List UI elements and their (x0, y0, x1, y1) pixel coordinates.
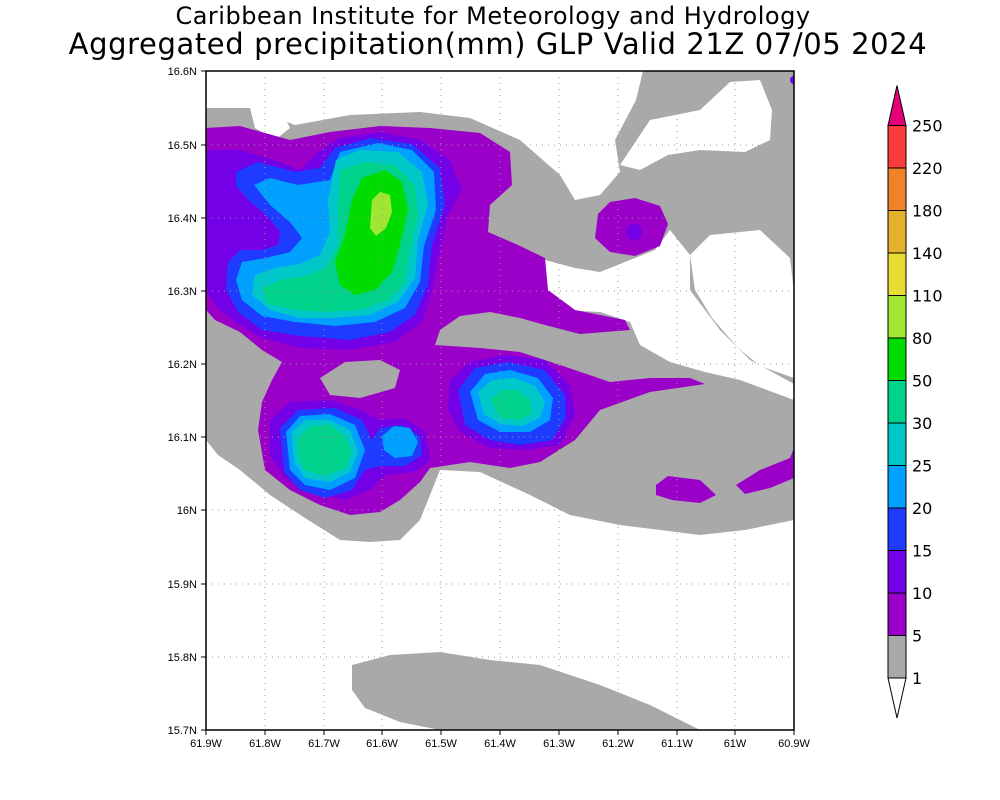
lon-tick-label: 61.1W (661, 738, 693, 750)
colorbar-label: 20 (912, 499, 932, 518)
colorbar-label: 250 (912, 117, 943, 136)
lat-axis: 16.6N 16.5N 16.4N 16.3N 16.2N 16.1N 16N … (168, 66, 197, 737)
colorbar-label: 110 (912, 287, 943, 306)
colorbar-swatch (887, 125, 907, 169)
lon-tick-label: 61.7W (308, 738, 340, 750)
precip-region-10mm (790, 76, 794, 84)
lat-tick-label: 16.1N (168, 432, 197, 444)
lat-tick-label: 15.7N (168, 725, 197, 737)
precip-region-10mm (626, 224, 642, 240)
lat-tick-label: 16.3N (168, 286, 197, 298)
colorbar-label: 80 (912, 329, 932, 348)
colorbar-swatch (887, 210, 907, 254)
lon-tick-label: 61.6W (366, 738, 398, 750)
map-grid (206, 71, 794, 730)
lon-tick-label: 61.9W (190, 738, 222, 750)
colorbar-swatch (887, 167, 907, 211)
lon-tick-label: 61.5W (425, 738, 457, 750)
precip-region-30mm (490, 390, 532, 420)
no-rain-area (620, 80, 772, 170)
lon-tick-label: 60.9W (778, 738, 810, 750)
colorbar-label: 25 (912, 457, 932, 476)
colorbar-lower-arrow (887, 677, 907, 719)
colorbar-upper-arrow (887, 85, 907, 126)
colorbar-swatch (887, 295, 907, 339)
colorbar-swatch (887, 592, 907, 636)
precip-region-20mm (382, 426, 418, 458)
lat-tick-label: 16.2N (168, 359, 197, 371)
colorbar-label: 50 (912, 372, 932, 391)
colorbar-label: 15 (912, 542, 932, 561)
lat-tick-label: 16.6N (168, 66, 197, 78)
colorbar-swatch (887, 252, 907, 296)
chart-subtitle: Aggregated precipitation(mm) GLP Valid 2… (68, 27, 928, 61)
axis-ticks (201, 70, 795, 735)
colorbar-swatch (887, 507, 907, 551)
precip-region-30mm (298, 425, 352, 476)
colorbar-label: 140 (912, 244, 943, 263)
colorbar-label: 180 (912, 202, 943, 221)
lat-tick-label: 16N (177, 505, 197, 517)
colorbar-label: 1 (912, 669, 922, 688)
lon-tick-label: 61.8W (249, 738, 281, 750)
precip-region-5mm (736, 448, 794, 494)
lat-tick-label: 16.4N (168, 213, 197, 225)
colorbar-label: 10 (912, 584, 932, 603)
lat-tick-label: 16.5N (168, 140, 197, 152)
precip-region-80mm (370, 192, 392, 236)
precip-field (206, 71, 794, 730)
no-rain-area (690, 230, 794, 378)
chart-title: Caribbean Institute for Meteorology and … (175, 2, 811, 30)
lon-tick-label: 61.2W (602, 738, 634, 750)
colorbar-label: 30 (912, 414, 932, 433)
lat-tick-label: 15.8N (168, 652, 197, 664)
lon-axis: 61.9W 61.8W 61.7W 61.6W 61.5W 61.4W 61.3… (190, 738, 810, 750)
colorbar-label: 5 (912, 627, 922, 646)
lat-tick-label: 15.9N (168, 579, 197, 591)
colorbar-swatch (887, 422, 907, 466)
colorbar-swatch (887, 550, 907, 594)
no-rain-area (250, 108, 290, 140)
colorbar-swatch (887, 465, 907, 509)
precip-region-1mm (352, 652, 700, 730)
lon-tick-label: 61.4W (484, 738, 516, 750)
colorbar-swatch (887, 380, 907, 424)
lon-tick-label: 61.3W (543, 738, 575, 750)
colorbar-label: 220 (912, 159, 943, 178)
colorbar-swatch (887, 635, 907, 679)
lon-tick-label: 61W (724, 738, 747, 750)
precip-region-1mm (320, 360, 400, 398)
precip-region-5mm (656, 476, 716, 503)
colorbar-swatch (887, 337, 907, 381)
